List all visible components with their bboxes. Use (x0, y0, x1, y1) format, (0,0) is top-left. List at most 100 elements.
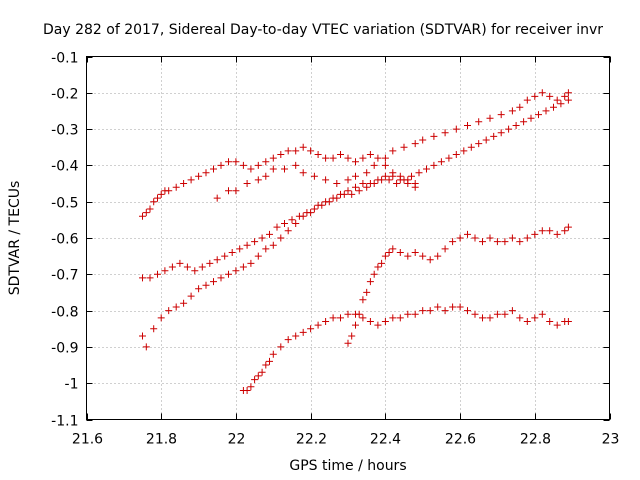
data-point (423, 165, 430, 173)
data-point (348, 190, 356, 198)
data-point (449, 238, 457, 246)
data-point (467, 143, 475, 151)
data-point (307, 147, 315, 155)
data-point (538, 89, 546, 97)
data-point (202, 169, 210, 177)
data-point (389, 314, 397, 322)
data-point (254, 252, 262, 260)
data-point (363, 183, 371, 191)
data-point (228, 249, 236, 256)
y-axis-title: SDTVAR / TECUs (7, 181, 23, 296)
data-point (523, 96, 531, 104)
x-tick-label: 21.8 (146, 432, 177, 448)
data-point (266, 357, 273, 365)
data-point (460, 147, 468, 155)
data-point (262, 245, 270, 253)
data-point (292, 332, 300, 340)
data-point (553, 230, 561, 238)
data-point (273, 223, 281, 231)
data-point (198, 263, 206, 271)
data-point (359, 180, 367, 187)
data-point (269, 154, 277, 162)
data-point (314, 151, 322, 158)
data-point (202, 281, 210, 289)
data-point (281, 220, 288, 227)
data-point (314, 321, 322, 329)
data-point (396, 314, 404, 322)
y-tick-labels: -1.1 -1 -0.9 -0.8 -0.7 -0.6 -0.5 -0.4 -0.3 -0.2 -0… (51, 51, 78, 430)
x-tick-label: 22.6 (445, 432, 476, 448)
data-point (486, 234, 494, 242)
data-point (411, 140, 419, 148)
data-point (479, 314, 486, 322)
data-point (426, 307, 434, 315)
x-tick-label: 23 (602, 432, 620, 448)
data-point (564, 318, 572, 325)
data-point (243, 180, 251, 187)
data-point (381, 318, 389, 325)
data-point (142, 343, 150, 351)
data-point (307, 325, 315, 333)
data-point (486, 314, 494, 322)
data-point (411, 249, 419, 256)
x-tick-label: 22.2 (296, 432, 327, 448)
data-point (564, 223, 572, 231)
data-point (531, 314, 539, 322)
data-point (299, 169, 307, 177)
data-point (542, 107, 550, 115)
data-point (236, 245, 244, 253)
data-point (258, 368, 266, 376)
data-point (210, 278, 217, 286)
data-point (337, 190, 344, 198)
data-point (456, 303, 464, 311)
data-point (501, 310, 509, 318)
data-point (322, 176, 330, 184)
x-tick-label: 21.6 (72, 432, 103, 448)
data-point (232, 158, 240, 166)
data-point (475, 140, 483, 148)
data-point (314, 201, 322, 209)
data-point (146, 205, 154, 213)
data-point (381, 252, 389, 260)
data-point (531, 92, 539, 100)
data-point (400, 143, 408, 151)
data-point (501, 238, 509, 246)
data-point (381, 154, 389, 162)
chart-title: Day 282 of 2017, Sidereal Day-to-day VTE… (43, 22, 603, 38)
data-point (389, 245, 397, 253)
data-point (322, 154, 330, 162)
data-point (310, 205, 318, 213)
data-point (385, 176, 393, 184)
data-point (508, 234, 516, 242)
data-point (538, 310, 546, 318)
data-point (535, 111, 542, 119)
data-point (258, 234, 266, 242)
data-points (139, 89, 572, 394)
y-tick-label: -0.8 (51, 305, 78, 321)
data-point (553, 96, 561, 104)
data-point (464, 230, 471, 238)
data-point (352, 310, 359, 318)
data-point (254, 176, 262, 184)
data-point (366, 180, 374, 187)
data-point (247, 165, 255, 173)
data-point (411, 310, 419, 318)
data-point (437, 158, 445, 166)
data-point (374, 263, 382, 271)
data-point (523, 234, 531, 242)
data-point (157, 314, 165, 322)
data-point (269, 350, 277, 358)
data-point (355, 187, 363, 195)
data-point (251, 376, 259, 384)
data-point (404, 252, 412, 260)
data-point (150, 198, 158, 206)
data-point (195, 285, 203, 293)
data-point (415, 169, 423, 177)
data-point (512, 122, 520, 129)
data-point (210, 165, 217, 173)
data-point (497, 111, 505, 119)
data-point (243, 241, 251, 249)
data-point (247, 259, 255, 267)
data-point (389, 172, 397, 180)
data-point (493, 238, 501, 246)
